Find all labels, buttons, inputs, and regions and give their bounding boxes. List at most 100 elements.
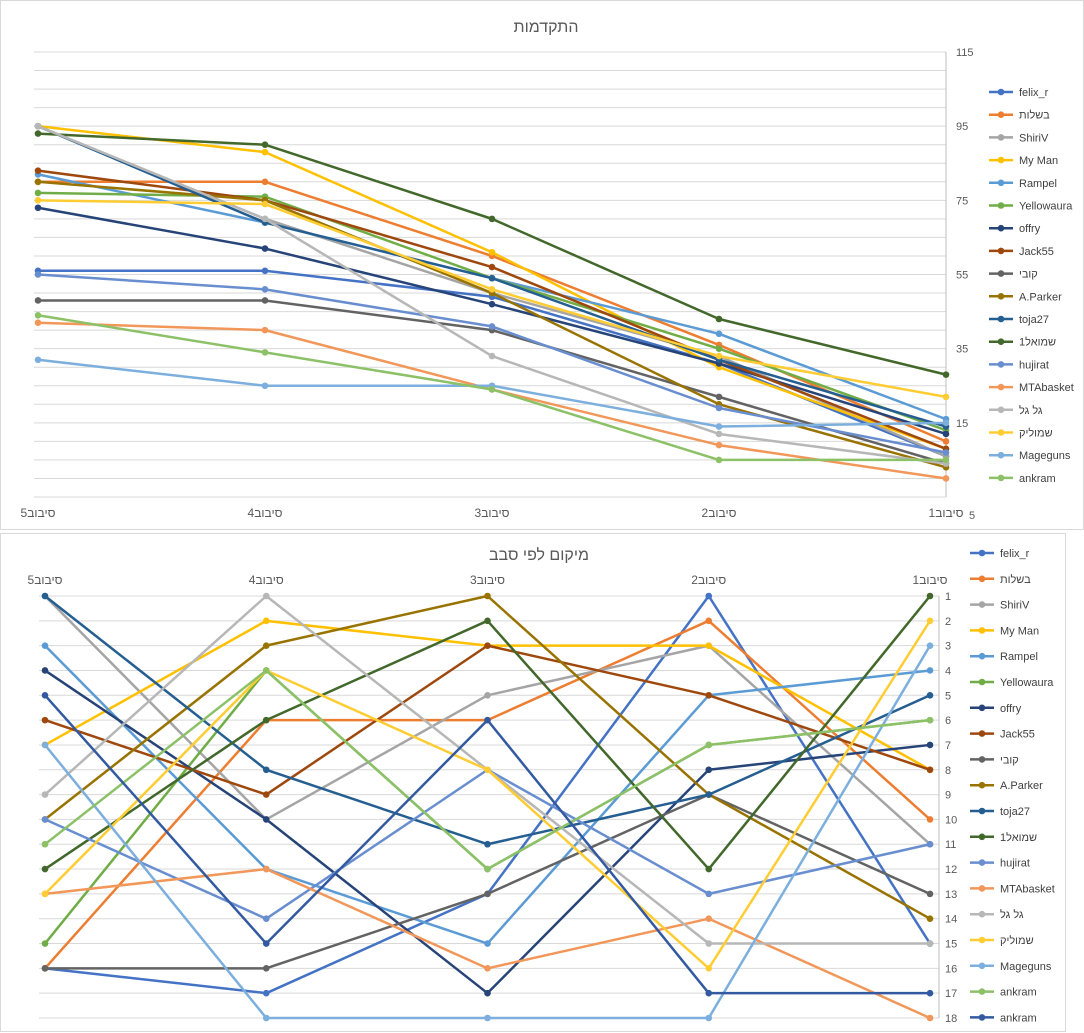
legend-label-shiriv: ShiriV bbox=[1000, 600, 1030, 612]
data-point-offry bbox=[262, 816, 270, 823]
data-point-קובי bbox=[484, 890, 491, 898]
legend-marker-jack55 bbox=[978, 730, 986, 737]
y-tick-label: 18 bbox=[945, 1013, 957, 1025]
y-tick-label: 7 bbox=[945, 740, 951, 752]
data-point-hujirat bbox=[715, 404, 723, 412]
x-category-label: סיבוב3 bbox=[475, 506, 510, 520]
data-point-שמואל1 bbox=[484, 617, 491, 625]
series-ankram bbox=[41, 691, 934, 997]
data-point-mtabasket bbox=[262, 865, 270, 873]
data-point-mtabasket bbox=[715, 441, 723, 449]
legend-marker-yellowaura bbox=[978, 678, 986, 686]
y-tick-label: 15 bbox=[956, 418, 968, 430]
legend-label-a-parker: A.Parker bbox=[1000, 780, 1043, 792]
chart-title: מיקום לפי סבב bbox=[489, 546, 589, 564]
data-point-jack55 bbox=[705, 691, 713, 699]
legend-label-mtabasket: MTAbasket bbox=[1000, 883, 1055, 895]
legend-marker-offry bbox=[997, 224, 1005, 232]
y-tick-label: 14 bbox=[945, 914, 957, 926]
legend-label-jack55: Jack55 bbox=[1019, 246, 1054, 258]
legend-label-גל-גל: גל גל bbox=[1000, 908, 1024, 921]
data-point-my-man bbox=[705, 642, 713, 649]
data-point-שמואל1 bbox=[261, 141, 269, 149]
data-point-שמוליק bbox=[926, 617, 934, 625]
series-line-yellowaura bbox=[44, 669, 931, 945]
legend-label-felix-r: felix_r bbox=[1019, 87, 1049, 99]
y-tick-label: 12 bbox=[945, 864, 957, 876]
data-point-jack55 bbox=[262, 791, 270, 798]
data-point-mtabasket bbox=[926, 1014, 934, 1022]
legend-label-rampel: Rampel bbox=[1000, 651, 1038, 663]
x-category-label: סיבוב1 bbox=[929, 506, 964, 520]
data-point-a-parker bbox=[262, 642, 270, 649]
data-point-mageguns bbox=[484, 1014, 491, 1022]
legend-label-שמואל1: שמואל1 bbox=[1000, 831, 1037, 844]
data-point-hujirat bbox=[261, 286, 269, 293]
data-point-jack55 bbox=[41, 716, 49, 724]
data-point-my-man bbox=[261, 148, 269, 156]
data-point-ankram bbox=[261, 349, 269, 356]
data-point-גל-גל bbox=[261, 215, 269, 223]
data-point-בשלות bbox=[926, 816, 934, 823]
data-point-ankram bbox=[484, 865, 491, 873]
data-point-jack55 bbox=[488, 263, 496, 271]
legend-label-rampel: Rampel bbox=[1019, 178, 1057, 190]
data-point-שמואל1 bbox=[926, 592, 934, 600]
legend-marker-shiriv bbox=[978, 601, 986, 608]
data-point-offry bbox=[942, 430, 950, 438]
legend-label-ankram: ankram bbox=[1000, 1012, 1037, 1024]
series-קובי bbox=[41, 791, 934, 972]
series-line-mageguns bbox=[37, 358, 947, 428]
legend-marker-shiriv bbox=[997, 134, 1005, 141]
series-line-jack55 bbox=[37, 169, 947, 450]
series-ankram bbox=[41, 667, 934, 873]
data-point-hujirat bbox=[262, 915, 270, 923]
series-שמואל1 bbox=[41, 592, 934, 873]
legend-marker-mtabasket bbox=[978, 885, 986, 892]
data-point-mageguns bbox=[34, 356, 42, 364]
legend-label-my-man: My Man bbox=[1019, 155, 1058, 167]
legend-label-גל-גל: גל גל bbox=[1019, 404, 1043, 417]
legend-label-ankram: ankram bbox=[1019, 473, 1056, 485]
legend-marker-בשלות bbox=[997, 111, 1005, 118]
legend-label-בשלות: בשלות bbox=[1019, 109, 1050, 122]
data-point-ankram bbox=[262, 667, 270, 674]
y-tick-label: 75 bbox=[956, 195, 968, 207]
legend-label-שמוליק: שמוליק bbox=[1000, 934, 1034, 947]
legend-label-hujirat: hujirat bbox=[1019, 359, 1049, 371]
legend-marker-hujirat bbox=[978, 859, 986, 866]
data-point-שמואל1 bbox=[34, 130, 42, 137]
y-tick-label: 11 bbox=[945, 839, 956, 851]
legend-marker-hujirat bbox=[997, 361, 1005, 368]
data-point-jack55 bbox=[926, 766, 934, 774]
y-tick-label: 5 bbox=[969, 510, 975, 522]
data-point-בשלות bbox=[942, 438, 950, 445]
data-point-felix-r bbox=[261, 267, 269, 275]
y-tick-label: 115 bbox=[956, 47, 974, 59]
data-point-שמוליק bbox=[488, 286, 496, 293]
data-point-שמוליק bbox=[41, 890, 49, 898]
data-point-שמוליק bbox=[261, 200, 269, 208]
data-point-שמוליק bbox=[942, 393, 950, 401]
legend-marker-felix-r bbox=[978, 549, 986, 557]
legend-label-mageguns: Mageguns bbox=[1019, 450, 1071, 462]
data-point-mageguns bbox=[705, 1014, 713, 1022]
legend-marker-mageguns bbox=[978, 962, 986, 970]
legend-label-toja27: toja27 bbox=[1000, 806, 1030, 818]
data-point-toja27 bbox=[705, 791, 713, 798]
data-point-toja27 bbox=[262, 766, 270, 774]
series-toja27 bbox=[41, 592, 934, 848]
legend-label-yellowaura: Yellowaura bbox=[1019, 201, 1073, 213]
data-point-גל-גל bbox=[926, 940, 934, 947]
legend-marker-ankram bbox=[997, 474, 1005, 482]
data-point-שמואל1 bbox=[715, 315, 723, 323]
data-point-ankram bbox=[926, 989, 934, 997]
series-hujirat bbox=[34, 271, 950, 456]
legend-label-שמוליק: שמוליק bbox=[1019, 427, 1053, 440]
data-point-שמוליק bbox=[34, 197, 42, 204]
data-point-mageguns bbox=[41, 741, 49, 749]
y-tick-label: 8 bbox=[945, 765, 951, 777]
y-tick-label: 1 bbox=[945, 591, 951, 603]
data-point-ankram bbox=[705, 989, 713, 997]
legend-label-yellowaura: Yellowaura bbox=[1000, 677, 1054, 689]
